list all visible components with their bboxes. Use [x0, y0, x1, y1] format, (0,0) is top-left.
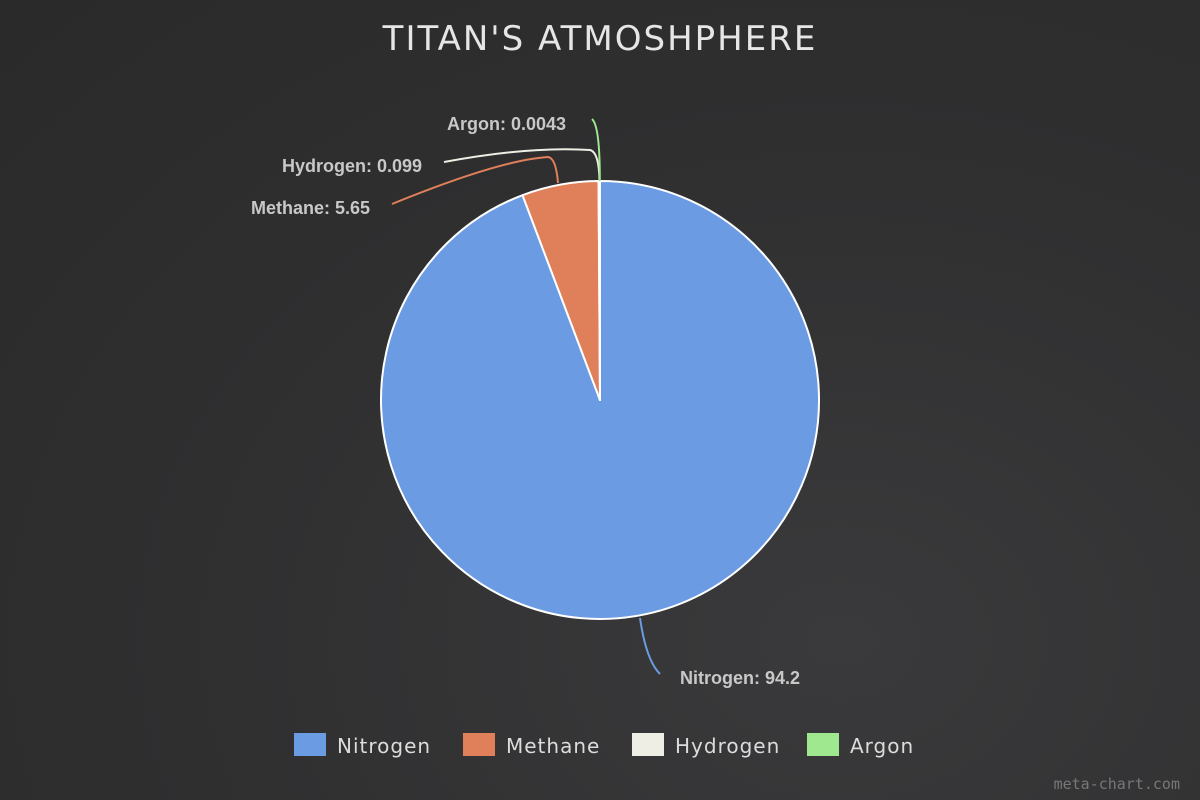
leader-line-nitrogen — [639, 617, 661, 675]
legend-label-argon: Argon — [850, 734, 914, 758]
legend: Nitrogen Methane Hydrogen Argon — [294, 733, 914, 758]
data-label-hydrogen: Hydrogen: 0.099 — [282, 156, 422, 176]
legend-item-nitrogen[interactable]: Nitrogen — [294, 733, 431, 758]
data-label-methane: Methane: 5.65 — [251, 198, 370, 218]
pie-slices — [380, 179, 820, 620]
legend-item-argon[interactable]: Argon — [807, 733, 914, 758]
data-labels: Nitrogen: 94.2 Methane: 5.65 Hydrogen: 0.0… — [251, 114, 800, 688]
legend-label-hydrogen: Hydrogen — [675, 734, 780, 758]
leader-line-hydrogen — [443, 148, 601, 182]
legend-item-hydrogen[interactable]: Hydrogen — [632, 733, 780, 758]
legend-label-nitrogen: Nitrogen — [337, 734, 431, 758]
legend-swatch-argon — [807, 733, 839, 756]
legend-swatch-hydrogen — [632, 733, 664, 756]
leader-line-argon — [591, 118, 601, 182]
legend-swatch-methane — [463, 733, 495, 756]
leader-lines — [391, 118, 661, 675]
credit-text: meta-chart.com — [1054, 775, 1180, 793]
legend-swatch-nitrogen — [294, 733, 326, 756]
data-label-argon: Argon: 0.0043 — [447, 114, 566, 134]
legend-label-methane: Methane — [506, 734, 600, 758]
chart-title: TITAN'S ATMOSHPHERE — [382, 19, 818, 59]
legend-item-methane[interactable]: Methane — [463, 733, 600, 758]
leader-line-methane — [391, 155, 559, 205]
data-label-nitrogen: Nitrogen: 94.2 — [680, 668, 800, 688]
